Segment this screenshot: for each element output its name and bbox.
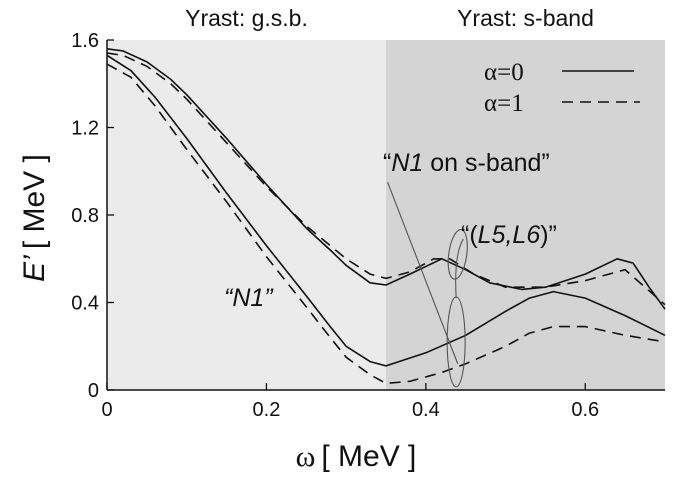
x-axis-label: ω[ MeV ] (296, 440, 417, 473)
background-regions (107, 40, 665, 390)
series-line-2-solid (106, 54, 666, 367)
annotation-n1-on-s-band: “N1 on s-band” (383, 149, 550, 177)
pointer-loop-l5-l6 (447, 229, 468, 280)
region-label-1: Yrast: s-band (457, 5, 594, 31)
x-tick-label: 0.4 (412, 399, 440, 421)
y-tick-label: 0 (88, 380, 99, 402)
y-ticks: 0 0.4 0.8 1.2 1.6 (71, 30, 114, 402)
y-axis-symbol: E’ (18, 254, 51, 282)
y-tick-label: 1.6 (71, 30, 99, 52)
region-0 (107, 40, 386, 390)
x-ticks: 0 0.2 0.4 0.6 (101, 383, 599, 421)
x-tick-label: 0.2 (253, 399, 281, 421)
x-tick-label: 0 (101, 399, 112, 421)
annotation-pointers (387, 181, 468, 388)
series-lines (106, 48, 666, 385)
series-line-1-dashed (106, 52, 666, 306)
region-label-0: Yrast: g.s.b. (185, 5, 308, 31)
legend-label-alpha0: α=0 (484, 59, 524, 86)
y-tick-label: 1.2 (71, 118, 99, 140)
annotation-n1: “N1” (224, 284, 274, 312)
y-axis-label: E’ [ MeV ] (18, 154, 51, 282)
legend-label-alpha1: α=1 (484, 90, 524, 117)
region-1 (386, 40, 665, 390)
y-tick-label: 0.4 (71, 293, 99, 315)
y-tick-label: 0.8 (71, 205, 99, 227)
series-line-0-solid (106, 48, 666, 310)
region-labels: Yrast: g.s.b. Yrast: s-band (185, 5, 594, 31)
pointer-link (455, 238, 464, 299)
pointer-line (387, 181, 459, 364)
legend: α=0 α=1 (484, 59, 640, 117)
series-line-3-dashed (106, 63, 666, 385)
annotation-l5-l6: “(L5,L6)” (461, 221, 557, 249)
y-axis-unit: [ MeV ] (18, 154, 51, 249)
x-tick-label: 0.6 (571, 399, 599, 421)
x-axis-unit: [ MeV ] (321, 440, 416, 473)
x-axis-symbol: ω (296, 440, 316, 473)
